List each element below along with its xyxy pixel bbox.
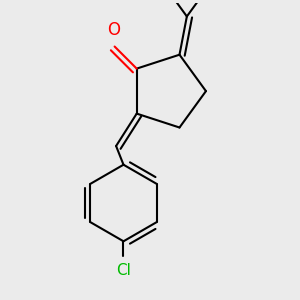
Text: Cl: Cl	[116, 263, 131, 278]
Text: O: O	[106, 21, 120, 39]
